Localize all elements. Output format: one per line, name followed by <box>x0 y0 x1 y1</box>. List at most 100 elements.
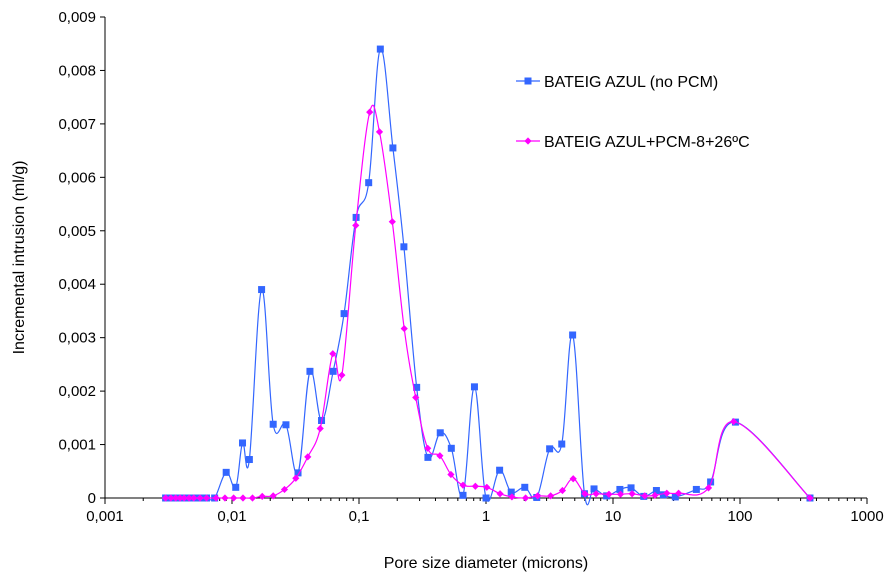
x-axis-title: Pore size diameter (microns) <box>384 555 589 572</box>
data-point <box>704 484 713 492</box>
y-tick-label: 0,008 <box>58 62 96 79</box>
data-point <box>628 490 636 498</box>
data-point <box>508 493 516 501</box>
data-point <box>641 492 649 500</box>
data-point <box>190 494 198 502</box>
data-point <box>590 485 598 493</box>
data-point <box>221 494 229 502</box>
data-point <box>534 492 542 500</box>
data-point <box>239 494 247 502</box>
data-point <box>258 492 266 500</box>
series-2 <box>161 104 814 502</box>
data-point <box>400 243 408 251</box>
data-point <box>329 350 337 358</box>
data-point <box>558 486 567 495</box>
data-point <box>482 494 490 502</box>
data-point <box>652 487 660 495</box>
legend-entry: BATEIG AZUL (no PCM) <box>516 74 718 91</box>
data-point <box>663 489 671 497</box>
data-point <box>483 483 491 491</box>
data-point <box>389 144 397 152</box>
y-tick-label: 0,009 <box>58 9 96 26</box>
series-line <box>165 48 811 506</box>
data-point <box>340 310 348 318</box>
data-point <box>605 490 613 498</box>
data-point <box>176 494 184 502</box>
y-tick-label: 0 <box>88 490 96 507</box>
data-point <box>306 367 314 375</box>
data-point <box>496 466 504 474</box>
data-point <box>202 494 211 502</box>
x-tick-label: 10 <box>605 508 622 525</box>
data-point <box>651 491 659 499</box>
data-point <box>248 494 257 502</box>
data-point <box>245 456 253 464</box>
data-point <box>161 494 170 502</box>
y-axis-title: Incremental intrusion (ml/g) <box>11 161 28 355</box>
data-point <box>603 492 611 500</box>
data-point <box>806 494 814 502</box>
data-point <box>329 367 337 375</box>
axes: 0 0,001 0,002 0,003 0,004 0,005 0,006 0,007 0,00… <box>58 9 883 525</box>
data-point <box>280 485 289 494</box>
y-tick-label: 0,001 <box>58 437 96 454</box>
legend: BATEIG AZUL (no PCM) BATEIG AZUL+PCM-8+26… <box>516 74 750 151</box>
data-point <box>222 468 230 476</box>
data-point <box>729 417 738 426</box>
data-point <box>569 331 577 339</box>
legend-marker <box>524 137 532 145</box>
data-point <box>269 420 277 428</box>
data-point <box>413 383 421 391</box>
data-point <box>569 475 577 483</box>
series-1 <box>162 45 814 506</box>
data-point <box>581 490 589 498</box>
data-point <box>167 494 175 502</box>
data-point <box>447 444 455 452</box>
data-point <box>447 470 455 479</box>
x-tick-label: 100 <box>727 508 752 525</box>
data-point <box>471 482 479 490</box>
data-point <box>400 324 408 333</box>
data-point <box>707 478 715 486</box>
data-point <box>692 485 700 493</box>
data-point <box>304 453 312 461</box>
series-layer <box>161 45 814 506</box>
data-point <box>675 489 683 497</box>
y-tick-label: 0,003 <box>58 330 96 347</box>
y-tick-label: 0,002 <box>58 383 96 400</box>
y-tick-label: 0,007 <box>58 116 96 133</box>
data-point <box>172 494 180 502</box>
data-point <box>546 445 554 453</box>
data-point <box>424 444 432 452</box>
data-point <box>436 429 444 437</box>
x-tick-label: 1000 <box>850 508 883 525</box>
data-point <box>185 494 193 502</box>
data-point <box>375 128 384 136</box>
y-tick-label: 0,006 <box>58 169 96 186</box>
data-point <box>459 491 467 499</box>
data-point <box>366 108 374 116</box>
data-point <box>316 424 324 433</box>
data-point <box>412 393 420 402</box>
data-point <box>269 492 277 500</box>
data-point <box>616 485 624 493</box>
y-tick-label: 0,004 <box>58 276 96 293</box>
x-tick-label: 0,1 <box>349 508 370 525</box>
data-point <box>521 483 529 491</box>
data-point <box>292 474 300 482</box>
data-point <box>424 453 432 461</box>
y-tick-label: 0,005 <box>58 223 96 240</box>
data-point <box>459 481 467 489</box>
data-point <box>671 493 679 501</box>
data-point <box>232 483 240 491</box>
data-point <box>659 491 667 499</box>
data-point <box>627 484 635 492</box>
data-point <box>282 421 290 429</box>
legend-label: BATEIG AZUL+PCM-8+26ºC <box>544 134 750 151</box>
data-point <box>496 490 504 498</box>
data-point <box>436 452 444 460</box>
data-point <box>558 440 566 448</box>
data-point <box>338 371 346 379</box>
